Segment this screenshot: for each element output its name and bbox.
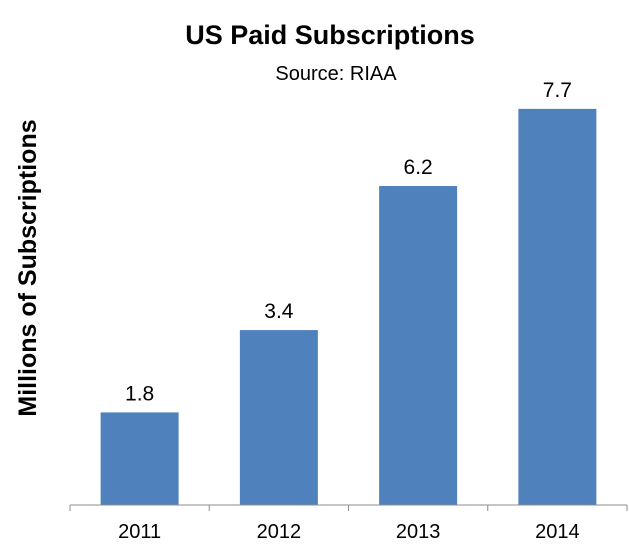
data-label-2013: 6.2 [404, 156, 433, 179]
data-label-2014: 7.7 [543, 79, 572, 102]
y-axis-label: Millions of Subscriptions [14, 119, 42, 416]
x-tick-label-2012: 2012 [257, 521, 302, 543]
x-tick-marks-group [69, 505, 628, 511]
x-tick-label-2013: 2013 [396, 521, 441, 543]
bar-2014 [518, 108, 597, 505]
x-tick-labels-group: 2011 2012 2013 2014 [118, 521, 580, 543]
chart-title: US Paid Subscriptions [185, 20, 475, 50]
bar-2013 [379, 186, 458, 506]
bar-2011 [100, 412, 179, 505]
x-tick-label-2014: 2014 [535, 521, 580, 543]
data-label-2011: 1.8 [125, 382, 154, 405]
data-labels-group: 1.8 3.4 6.2 7.7 [125, 79, 572, 406]
bars-group [100, 108, 597, 506]
chart-subtitle: Source: RIAA [275, 63, 397, 85]
bar-2012 [239, 330, 318, 505]
x-tick-label-2011: 2011 [118, 521, 161, 543]
data-label-2012: 3.4 [264, 300, 294, 323]
